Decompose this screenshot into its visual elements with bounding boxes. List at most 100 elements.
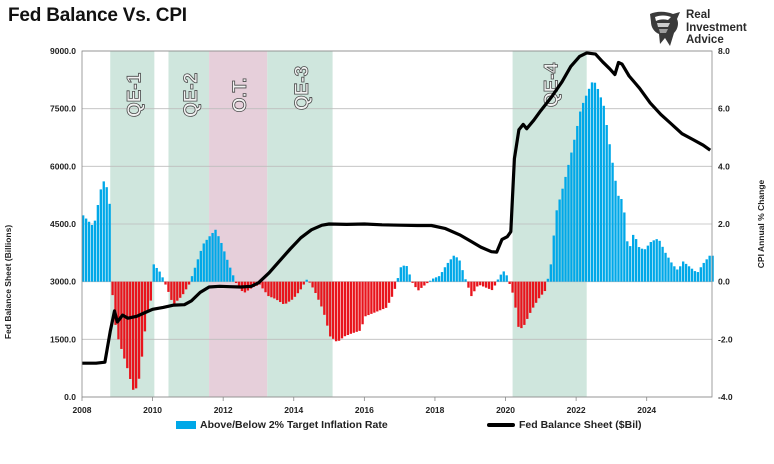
y-left-tick-label: 7500.0 (50, 104, 76, 114)
bar (196, 259, 200, 282)
bar (526, 281, 529, 319)
bar (455, 257, 458, 282)
x-tick-label: 2014 (284, 405, 303, 415)
bar (152, 264, 155, 282)
bar (149, 281, 152, 301)
y-right-tick-label: 6.0 (718, 104, 730, 114)
bar (590, 82, 594, 282)
bar (699, 267, 702, 282)
y-axis-right-label: CPI Annual % Change (756, 179, 766, 268)
bar (296, 281, 300, 294)
bar (211, 232, 214, 282)
bar (546, 278, 550, 282)
bar (684, 263, 688, 282)
bar (396, 278, 400, 282)
bar (84, 218, 88, 282)
bar (399, 267, 402, 282)
bar (105, 187, 108, 282)
bar (570, 152, 573, 282)
bar (579, 111, 582, 282)
bar (202, 243, 205, 282)
x-tick-label: 2024 (637, 405, 656, 415)
bar (593, 82, 597, 282)
eagle-icon (650, 11, 680, 46)
bar (449, 259, 452, 282)
bar (143, 281, 147, 332)
bar (93, 220, 97, 282)
bar (229, 267, 232, 282)
bar (502, 271, 505, 282)
bar (687, 266, 691, 282)
bar (602, 105, 605, 282)
bar (496, 279, 500, 282)
bar (408, 274, 411, 282)
bar (426, 281, 429, 284)
bar (534, 281, 538, 303)
bar (558, 199, 561, 282)
bar (261, 281, 264, 289)
bar (340, 281, 344, 339)
bar (470, 281, 473, 297)
bar (393, 281, 397, 289)
bar (146, 281, 150, 312)
bar (270, 281, 273, 298)
bar (302, 281, 305, 285)
bar (461, 270, 464, 282)
bar (514, 281, 517, 308)
bar (490, 281, 494, 291)
bar (543, 281, 547, 292)
bar (402, 265, 405, 282)
bar (411, 281, 414, 283)
bar (605, 125, 608, 282)
bar (658, 240, 661, 282)
bar (626, 241, 629, 282)
bar (414, 281, 417, 288)
bar (99, 189, 102, 282)
bar (355, 281, 358, 332)
bar (643, 249, 647, 282)
bar (182, 281, 185, 295)
bar (552, 235, 555, 282)
page-title: Fed Balance Vs. CPI (8, 5, 187, 26)
y-left-tick-label: 9000.0 (50, 46, 76, 56)
bar (199, 250, 202, 282)
bar (140, 281, 144, 357)
bar (584, 95, 588, 282)
bar (364, 281, 367, 317)
x-tick-label: 2020 (496, 405, 515, 415)
bar (217, 236, 220, 282)
bar (443, 267, 447, 282)
bar (367, 281, 370, 316)
bar (190, 276, 194, 282)
bar (87, 221, 91, 282)
legend-item-inflation: Above/Below 2% Target Inflation Rate (176, 419, 388, 431)
bar (540, 281, 544, 295)
bar (632, 234, 635, 282)
bar (337, 281, 341, 341)
bar (117, 281, 120, 340)
bar (264, 281, 267, 293)
bar (596, 88, 600, 282)
y-right-tick-label: 2.0 (718, 219, 730, 229)
brand-name: Real Investment Advice (686, 9, 747, 47)
bar (693, 271, 697, 282)
bar (555, 210, 558, 282)
bar (549, 264, 552, 282)
bar (346, 281, 350, 336)
bar (467, 281, 470, 288)
bar (405, 266, 408, 282)
bar (446, 262, 450, 282)
bar (123, 281, 126, 359)
bar (193, 267, 197, 282)
bar (82, 215, 85, 282)
axes: 0.0 1500.0 3000.0 4500.0 6000.0 7500.0 9000.0 -… (50, 46, 733, 415)
bar (376, 281, 379, 312)
bar (661, 246, 664, 282)
bar (576, 125, 579, 282)
bar (223, 251, 226, 282)
bar (290, 281, 294, 300)
shaded-region-label: QE-4 (542, 62, 563, 107)
bar (326, 281, 329, 326)
bar (323, 281, 326, 315)
bar (132, 281, 135, 390)
